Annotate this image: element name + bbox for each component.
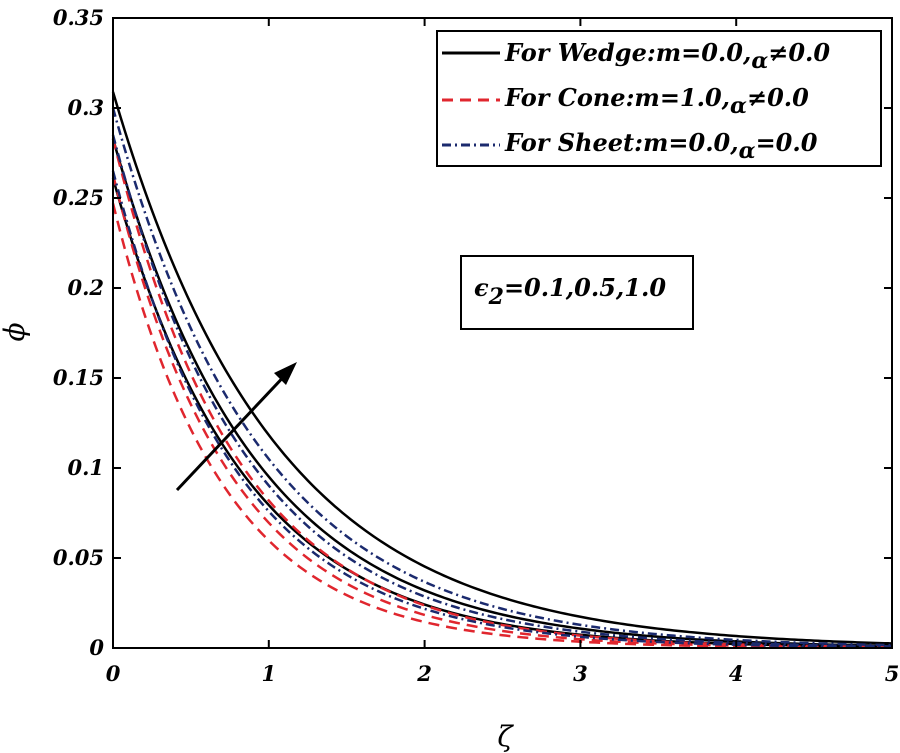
series-sheet-3 bbox=[111, 107, 893, 647]
trend-arrow-head bbox=[274, 362, 297, 385]
annotation-box bbox=[460, 255, 694, 330]
trend-arrow-shaft bbox=[175, 368, 292, 492]
legend-label-sheet: For Sheet:m=0.0,α=0.0 bbox=[504, 128, 818, 164]
x-axis-label: ζ bbox=[497, 720, 514, 753]
legend-label-wedge: For Wedge:m=0.0,α≠0.0 bbox=[504, 38, 830, 74]
series-cone-1 bbox=[111, 203, 893, 649]
series-cone-2 bbox=[111, 174, 893, 649]
y-tick-label: 0.1 bbox=[67, 455, 104, 480]
x-tick-label: 1 bbox=[261, 661, 276, 686]
y-tick-label: 0 bbox=[89, 635, 104, 660]
series-cone-3 bbox=[111, 138, 893, 649]
tick-labels-group: 0 1 2 3 4 5 0 0.05 0.1 0.15 0.2 0.25 0.3 0.35 bbox=[53, 5, 899, 686]
legend-label-cone: For Cone:m=1.0,α≠0.0 bbox=[504, 83, 809, 119]
trend-arrow bbox=[175, 362, 297, 492]
series-sheet-2 bbox=[111, 134, 893, 648]
y-tick-label: 0.25 bbox=[53, 185, 104, 210]
series-wedge-3 bbox=[111, 91, 893, 645]
plot-frame bbox=[112, 17, 893, 649]
legend: For Wedge:m=0.0,α≠0.0 For Cone:m=1.0,α≠0… bbox=[436, 30, 882, 167]
y-tick-label: 0.05 bbox=[53, 545, 104, 570]
y-tick-label: 0.35 bbox=[53, 5, 104, 30]
parameter-annotation: ϵ2=0.1,0.5,1.0 bbox=[460, 255, 694, 330]
y-tick-label: 0.2 bbox=[67, 275, 104, 300]
y-tick-label: 0.3 bbox=[67, 95, 104, 120]
x-tick-label: 3 bbox=[573, 661, 588, 686]
y-tick-label: 0.15 bbox=[53, 365, 104, 390]
legend-box bbox=[436, 30, 882, 167]
annotation-text: ϵ2=0.1,0.5,1.0 bbox=[474, 273, 666, 310]
x-tick-label: 5 bbox=[885, 661, 900, 686]
ticks-group bbox=[112, 17, 893, 649]
x-tick-label: 4 bbox=[729, 661, 744, 686]
series-wedge-1 bbox=[111, 177, 893, 649]
x-tick-label: 0 bbox=[106, 661, 121, 686]
series-wedge-2 bbox=[111, 138, 893, 648]
series-sheet-1 bbox=[111, 170, 893, 649]
y-axis-label: ϕ bbox=[0, 322, 31, 341]
curves-group bbox=[111, 91, 893, 649]
x-tick-label: 2 bbox=[416, 661, 432, 686]
